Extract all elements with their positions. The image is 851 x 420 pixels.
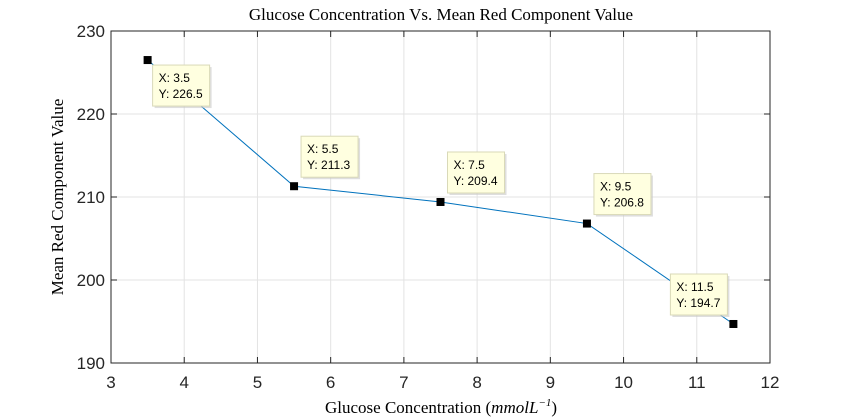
datatip: X: 11.5 Y: 194.7	[669, 273, 730, 317]
x-axis-label-unit-exponent: −1	[538, 397, 551, 409]
x-tick-label: 6	[326, 373, 335, 392]
x-tick-label: 4	[179, 373, 188, 392]
data-point-marker	[729, 319, 738, 328]
datatip-x-label: X: 9.5	[600, 180, 632, 194]
y-tick-label: 220	[77, 105, 105, 124]
axis-ticks: 3 4 5 6 7 8 9 10 11 12 190 200 210 220 230	[77, 22, 780, 392]
x-axis-label: Glucose Concentration (mmolL−1)	[325, 397, 557, 417]
data-point-marker	[290, 182, 299, 191]
x-tick-label: 12	[761, 373, 780, 392]
y-axis-label: Mean Red Component Value	[48, 99, 67, 296]
x-tick-label: 7	[399, 373, 408, 392]
x-axis-label-open-paren: (	[486, 398, 492, 417]
datatip-y-label: Y: 194.7	[676, 296, 720, 310]
datatip-box	[300, 135, 359, 178]
x-axis-label-unit: mmolL	[491, 398, 538, 417]
chart-title: Glucose Concentration Vs. Mean Red Compo…	[249, 5, 633, 24]
datatip-y-label: Y: 226.5	[159, 87, 203, 101]
y-tick-label: 190	[77, 354, 105, 373]
datatip-y-label: Y: 211.3	[307, 158, 350, 172]
datatip-box	[593, 173, 652, 216]
y-tick-label: 210	[77, 188, 105, 207]
x-tick-label: 3	[106, 373, 115, 392]
datatip: X: 9.5 Y: 206.8	[593, 173, 653, 217]
y-tick-label: 230	[77, 22, 105, 41]
x-tick-label: 5	[253, 373, 262, 392]
datatip-x-label: X: 11.5	[676, 280, 713, 294]
data-point-marker	[436, 197, 445, 206]
data-point-marker	[143, 56, 152, 65]
datatip-box	[669, 273, 728, 316]
datatip: X: 5.5 Y: 211.3	[300, 135, 361, 180]
datatip-y-label: Y: 209.4	[454, 174, 498, 188]
y-tick-label: 200	[77, 271, 105, 290]
data-point-marker	[582, 219, 591, 228]
datatip-x-label: X: 5.5	[307, 142, 339, 156]
x-tick-label: 9	[546, 373, 555, 392]
datatip-box	[152, 64, 211, 107]
x-tick-label: 8	[472, 373, 481, 392]
datatip-x-label: X: 7.5	[454, 158, 486, 172]
data-series	[143, 56, 738, 328]
x-tick-label: 10	[614, 373, 633, 392]
x-axis-label-close-paren: )	[551, 398, 557, 417]
x-axis-label-text: Glucose Concentration	[325, 398, 482, 417]
x-tick-label: 11	[688, 373, 706, 392]
datatip: X: 3.5 Y: 226.5	[152, 64, 212, 109]
datatips: X: 3.5 Y: 226.5 X: 5.5 Y: 211.3 X: 7.5 Y: 209…	[152, 64, 730, 317]
datatip-x-label: X: 3.5	[159, 71, 191, 85]
datatip-box	[447, 151, 505, 194]
datatip: X: 7.5 Y: 209.4	[447, 151, 507, 195]
datatip-y-label: Y: 206.8	[600, 196, 644, 210]
